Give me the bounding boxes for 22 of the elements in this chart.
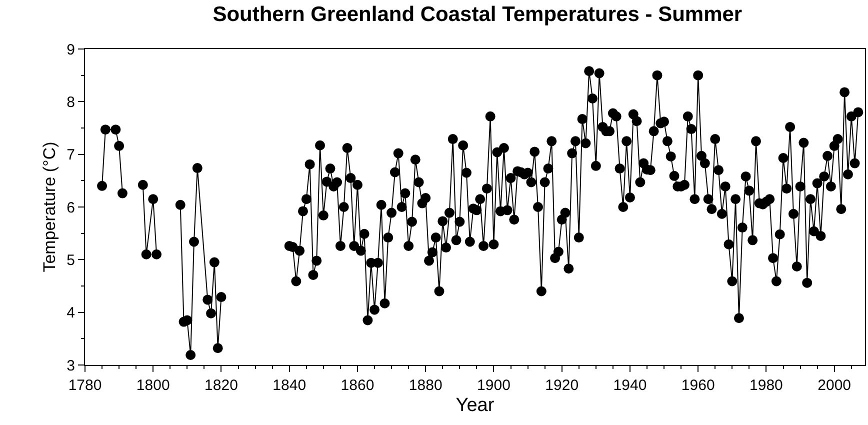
x-tick-label: 1920 — [545, 377, 579, 394]
x-tick-label: 1900 — [477, 377, 510, 394]
x-tick-label: 1860 — [340, 377, 374, 394]
x-tick-label: 1820 — [204, 377, 238, 394]
y-tick-label: 3 — [66, 357, 75, 374]
x-tick-label: 1840 — [272, 377, 306, 394]
x-tick-label: 1940 — [613, 377, 647, 394]
x-tick-label: 1780 — [68, 377, 102, 394]
y-tick-label: 9 — [66, 41, 75, 58]
x-tick-label: 1880 — [408, 377, 442, 394]
chart-title: Southern Greenland Coastal Temperatures - Summer — [212, 3, 742, 26]
y-axis-title: Temperature (°C) — [40, 142, 60, 272]
y-tick-label: 7 — [66, 146, 75, 164]
x-tick-label: 2000 — [818, 377, 852, 394]
y-tick-label: 4 — [66, 304, 75, 322]
x-axis-title: Year — [456, 394, 495, 416]
x-tick-label: 1960 — [681, 377, 715, 394]
y-tick-label: 8 — [66, 94, 75, 111]
y-tick-label: 6 — [66, 199, 75, 216]
x-tick-label: 1800 — [136, 377, 170, 394]
y-tick-label: 5 — [66, 252, 75, 269]
x-tick-label: 1980 — [750, 377, 783, 394]
